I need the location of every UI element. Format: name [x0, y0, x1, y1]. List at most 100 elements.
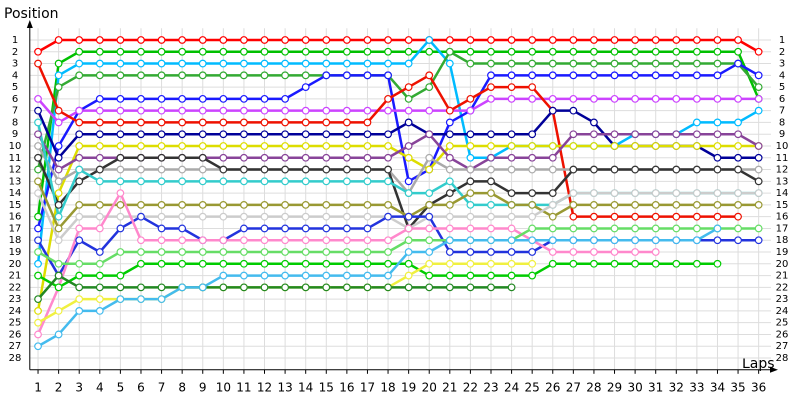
series-point — [754, 177, 763, 186]
series-point — [569, 189, 578, 198]
series-point — [34, 330, 42, 339]
series-point — [301, 212, 310, 221]
series-point — [363, 224, 372, 233]
series-point — [425, 36, 434, 44]
series-point — [260, 47, 269, 56]
series-point — [116, 212, 125, 221]
series-point — [507, 212, 516, 221]
series-point — [569, 36, 578, 44]
x-tick-label: 8 — [178, 380, 186, 394]
series-point — [75, 118, 84, 127]
series-point — [528, 130, 537, 139]
series-point — [713, 118, 722, 127]
series-point — [75, 212, 84, 221]
series-point — [157, 248, 166, 256]
series-point — [692, 142, 701, 150]
series-point — [75, 200, 84, 209]
series-point — [342, 283, 351, 292]
series-point — [384, 47, 392, 56]
x-tick-label: 14 — [298, 380, 313, 394]
series-point — [384, 259, 392, 268]
series-point — [425, 47, 434, 56]
series-point — [281, 271, 290, 280]
series-point — [363, 130, 372, 139]
series-point — [137, 71, 145, 80]
series-point — [548, 106, 557, 115]
series-point — [507, 36, 516, 44]
series-point — [95, 118, 104, 127]
series-point — [178, 212, 187, 221]
series-point — [631, 71, 640, 80]
series-point — [445, 189, 454, 198]
series-point — [198, 142, 207, 150]
series-point — [342, 130, 351, 139]
series-point — [363, 283, 372, 292]
y-tick-label-right: 12 — [776, 165, 789, 176]
series-point — [610, 259, 619, 268]
series-point — [631, 36, 640, 44]
series-point — [734, 212, 742, 221]
series-point — [445, 118, 454, 127]
series-point — [590, 36, 598, 44]
series-point — [404, 118, 413, 127]
series-point — [384, 177, 392, 186]
series-point — [404, 212, 413, 221]
series-point — [528, 83, 537, 91]
series-point — [75, 259, 84, 268]
series-point — [34, 177, 42, 186]
series-point — [322, 71, 331, 80]
series-point — [281, 118, 290, 127]
series-point — [404, 142, 413, 150]
series-point — [384, 153, 392, 162]
series-point — [466, 224, 475, 233]
series-point — [157, 106, 166, 115]
series-point — [34, 106, 42, 115]
series-point — [157, 94, 166, 103]
series-point — [631, 94, 640, 103]
series-point — [548, 212, 557, 221]
series-point — [404, 271, 413, 280]
series-point — [219, 142, 228, 150]
series-point — [260, 153, 269, 162]
series-point — [178, 36, 187, 44]
series-point — [137, 118, 145, 127]
series-point — [651, 212, 660, 221]
x-tick-label: 35 — [730, 380, 745, 394]
x-tick-label: 6 — [137, 380, 145, 394]
series-point — [54, 36, 63, 44]
series-point — [672, 36, 681, 44]
series-point — [487, 224, 495, 233]
series-point — [95, 94, 104, 103]
series-point — [569, 106, 578, 115]
series-point — [734, 224, 742, 233]
series-point — [342, 142, 351, 150]
series-point — [425, 165, 434, 174]
series-point — [692, 259, 701, 268]
series-point — [384, 212, 392, 221]
series-point — [116, 94, 125, 103]
y-tick-label-right: 6 — [779, 94, 785, 105]
series-point — [54, 106, 63, 115]
y-tick-label: 13 — [9, 176, 22, 187]
series-point — [672, 189, 681, 198]
y-tick-label: 8 — [12, 117, 18, 128]
series-point — [466, 59, 475, 68]
series-point — [342, 36, 351, 44]
series-point — [754, 142, 763, 150]
series-point — [692, 71, 701, 80]
series-point — [301, 259, 310, 268]
series-point — [322, 200, 331, 209]
series-point — [363, 36, 372, 44]
series-point — [260, 59, 269, 68]
series-point — [322, 106, 331, 115]
series-point — [610, 71, 619, 80]
series-point — [651, 47, 660, 56]
series-point — [590, 59, 598, 68]
series-point — [590, 165, 598, 174]
series-point — [590, 224, 598, 233]
series-point — [34, 212, 42, 221]
series-point — [610, 130, 619, 139]
series-point — [137, 259, 145, 268]
series-point — [445, 283, 454, 292]
series-point — [713, 94, 722, 103]
